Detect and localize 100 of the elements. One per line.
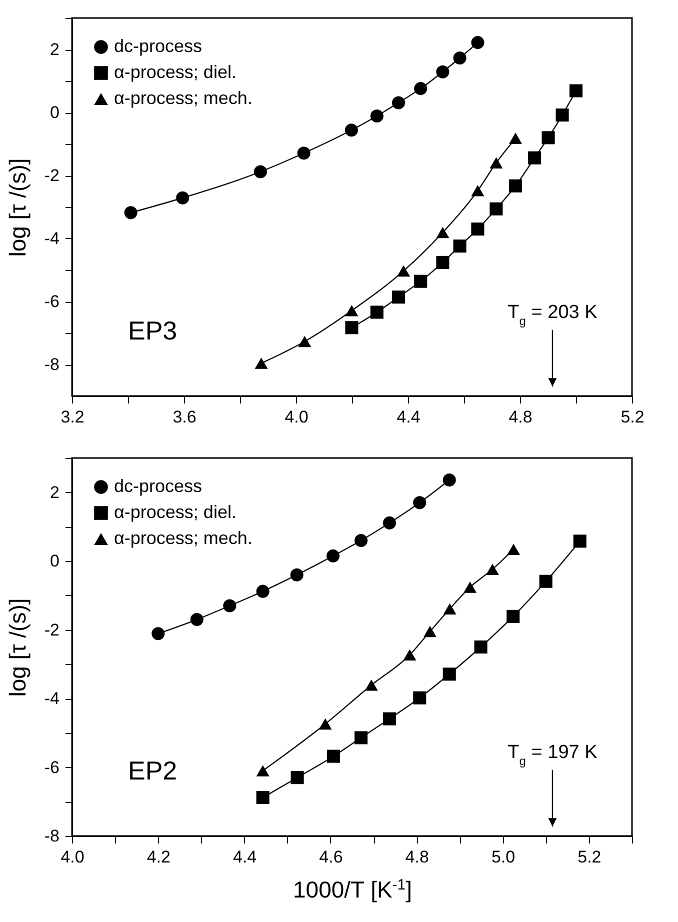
x-tick-label: 5.0 <box>491 848 516 866</box>
point <box>354 534 368 547</box>
point <box>370 306 384 319</box>
point <box>326 750 340 763</box>
point <box>345 304 358 316</box>
point <box>436 226 450 238</box>
point <box>392 96 405 110</box>
x-tick-label: 4.4 <box>232 848 257 866</box>
y-axis-title: log [τ /(s)] <box>4 158 30 257</box>
point <box>176 191 190 204</box>
point <box>464 582 477 593</box>
point <box>326 549 340 562</box>
point <box>442 473 456 486</box>
point <box>443 603 456 614</box>
point <box>297 146 310 160</box>
point <box>539 574 552 588</box>
x-tick-label: 4.2 <box>146 848 170 866</box>
point <box>471 36 484 50</box>
point <box>344 124 358 137</box>
y-tick-label: -8 <box>44 826 60 846</box>
point <box>256 765 270 776</box>
point <box>254 165 267 178</box>
y-tick-label: -4 <box>44 229 60 248</box>
x-tick-label: 4.4 <box>396 408 420 426</box>
point <box>290 771 304 784</box>
y-tick-label: 0 <box>50 552 60 571</box>
point <box>509 132 522 144</box>
point <box>436 256 450 269</box>
x-tick-label: 4.8 <box>508 408 532 426</box>
point <box>423 626 436 638</box>
x-tick-label: 5.2 <box>620 408 644 426</box>
legend-label: α-process; mech. <box>114 88 252 108</box>
x-tick-label: 4.6 <box>319 848 343 866</box>
point <box>370 109 384 122</box>
annotation: T$_{g}$ = 197 K <box>508 742 598 768</box>
point <box>453 240 466 253</box>
point <box>414 274 428 288</box>
legend-label: dc-process <box>114 36 202 56</box>
point <box>442 668 456 681</box>
point <box>345 321 358 334</box>
legend-label: α-process; diel. <box>114 62 236 82</box>
y-tick-label: 2 <box>50 482 60 502</box>
point <box>413 496 426 510</box>
x-tick-label: 4.8 <box>405 848 429 866</box>
point <box>474 640 488 654</box>
point <box>254 358 268 369</box>
point <box>436 65 450 78</box>
x-tick-label: 3.6 <box>172 408 196 426</box>
point <box>509 179 522 192</box>
point <box>413 691 426 704</box>
point <box>124 206 138 220</box>
point <box>528 151 542 164</box>
point <box>256 584 270 598</box>
y-tick-label: -2 <box>44 166 60 185</box>
point <box>392 290 405 304</box>
x-tick-label: 3.2 <box>60 408 84 426</box>
point <box>490 202 503 216</box>
point <box>152 627 165 640</box>
point <box>453 52 466 65</box>
point <box>298 336 312 348</box>
point <box>556 108 569 122</box>
point <box>506 610 520 623</box>
point <box>490 157 503 169</box>
y-tick-label: -4 <box>44 689 60 708</box>
point <box>414 82 428 96</box>
annotation: T$_{g}$ = 203 K <box>508 302 598 328</box>
y-axis-title: log [τ /(s)] <box>4 598 30 697</box>
point <box>223 599 236 612</box>
x-tick-label: 5.2 <box>578 848 602 866</box>
point <box>364 680 378 691</box>
point <box>569 84 583 98</box>
legend-label: dc-process <box>114 476 202 496</box>
point <box>507 544 520 556</box>
y-tick-label: -6 <box>44 758 60 777</box>
annotation: EP3 <box>128 316 178 346</box>
point <box>471 184 484 196</box>
point <box>382 712 396 726</box>
point <box>290 568 304 582</box>
point <box>397 265 410 277</box>
y-tick-label: 2 <box>50 40 60 59</box>
x-tick-label: 4.0 <box>284 408 308 426</box>
legend-label: α-process; mech. <box>114 528 252 548</box>
point <box>403 649 416 661</box>
point <box>471 222 484 236</box>
y-tick-label: 0 <box>50 103 60 122</box>
point <box>382 516 396 530</box>
point <box>354 731 368 744</box>
y-tick-label: -6 <box>44 292 60 311</box>
annotation: EP2 <box>128 756 178 786</box>
legend-label: α-process; diel. <box>114 502 236 522</box>
point <box>256 790 270 804</box>
x-axis-title: 1000/T [K$^{-1}$] <box>292 876 412 902</box>
point <box>542 131 555 144</box>
y-tick-label: -8 <box>44 355 60 374</box>
x-tick-label: 4.0 <box>60 848 84 866</box>
point <box>318 718 332 730</box>
point <box>486 564 499 575</box>
y-tick-label: -2 <box>44 620 60 640</box>
point <box>573 534 586 548</box>
point <box>190 613 204 626</box>
